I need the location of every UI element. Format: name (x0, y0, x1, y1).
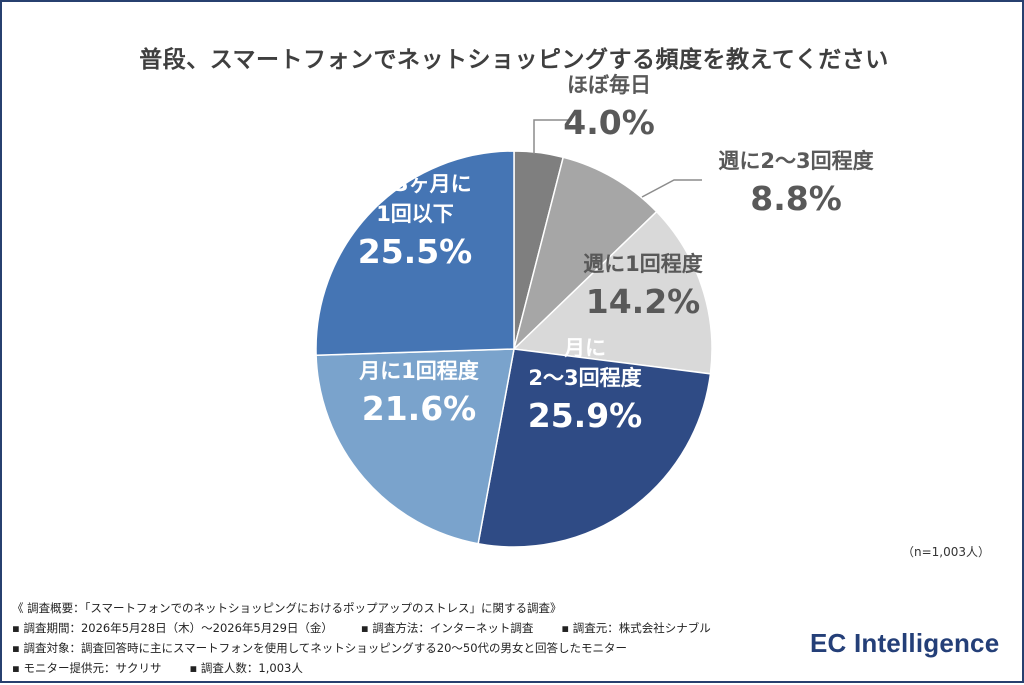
slice-label-2-line-1: 週に2〜3回程度 (718, 149, 873, 173)
sample-size-note: （n=1,003人） (902, 545, 991, 559)
slice-value-1: 4.0% (563, 103, 655, 142)
slice-label-4-line-2: 2〜3回程度 (528, 366, 641, 390)
survey-count: ▪ 調査人数：1,003人 (189, 661, 303, 675)
survey-target: ▪ 調査対象：調査回答時に主にスマートフォンを使用してネットショッピングする20… (12, 641, 628, 655)
survey-row-1: ▪ 調査期間：2026年5月28日（木）〜2026年5月29日（金） ▪ 調査方法… (12, 618, 792, 638)
pie-slice-6 (315, 150, 515, 356)
pie-slice-5 (315, 348, 515, 545)
slice-value-4: 25.9% (528, 396, 643, 435)
slice-label-6-line-1: 2〜3ヶ月に (358, 172, 471, 196)
pie-slice-4 (477, 348, 712, 548)
slice-value-3: 14.2% (586, 282, 701, 321)
slice-label-5-line-1: 月に1回程度 (358, 359, 479, 383)
survey-org: ▪ 調査元：株式会社シナブル (561, 621, 711, 635)
leader-line-1 (533, 119, 572, 154)
pie-slice-2 (512, 156, 658, 352)
slice-value-5: 21.6% (362, 389, 477, 428)
slice-label-6-line-2: 1回以下 (376, 202, 454, 226)
pie-slice-3 (512, 210, 713, 375)
survey-row-3: ▪ モニター提供元：サクリサ ▪ 調査人数：1,003人 (12, 658, 792, 678)
survey-overview: 《 調査概要：「スマートフォンでのネットショッピングにおけるポップアップのストレ… (12, 598, 792, 678)
survey-heading: 《 調査概要：「スマートフォンでのネットショッピングにおけるポップアップのストレ… (12, 601, 562, 615)
slice-value-2: 8.8% (750, 179, 842, 218)
slice-value-6: 25.5% (358, 232, 473, 271)
slice-label-4-line-1: 月に (563, 336, 606, 360)
chart-title: 普段、スマートフォンでネットショッピングする頻度を教えてください (139, 47, 889, 73)
survey-method: ▪ 調査方法：インターネット調査 (360, 621, 534, 635)
leader-line-2 (641, 179, 702, 198)
brand-logo: EC Intelligence (810, 628, 1000, 658)
survey-period: ▪ 調査期間：2026年5月28日（木）〜2026年5月29日（金） (12, 621, 333, 635)
slice-label-3-line-1: 週に1回程度 (583, 252, 703, 276)
survey-monitor: ▪ モニター提供元：サクリサ (12, 661, 162, 675)
slice-label-1-line-1: ほぼ毎日 (567, 73, 651, 97)
